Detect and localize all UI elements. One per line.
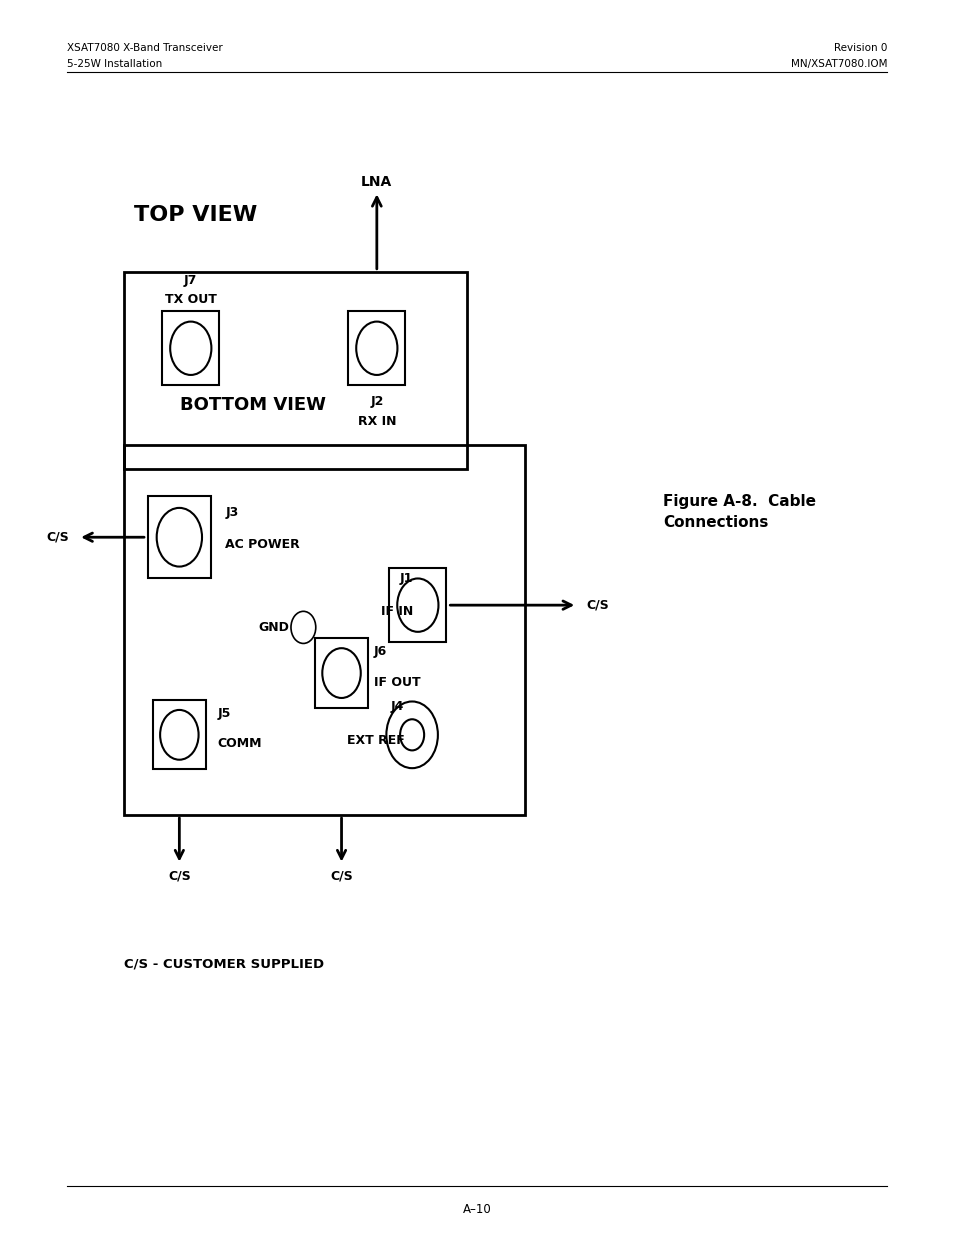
Text: C/S: C/S [168, 869, 191, 883]
Text: EXT REF: EXT REF [346, 734, 404, 747]
Bar [389, 568, 446, 642]
Text: IF IN: IF IN [380, 605, 413, 619]
Text: MN/XSAT7080.IOM: MN/XSAT7080.IOM [790, 59, 886, 69]
Bar [348, 311, 405, 385]
Text: 5-25W Installation: 5-25W Installation [67, 59, 162, 69]
Bar [124, 272, 467, 469]
Text: C/S - CUSTOMER SUPPLIED: C/S - CUSTOMER SUPPLIED [124, 957, 324, 971]
Text: TX OUT: TX OUT [165, 293, 216, 306]
Text: Figure A-8.  Cable
Connections: Figure A-8. Cable Connections [662, 494, 815, 530]
Text: J3: J3 [225, 505, 238, 519]
Text: BOTTOM VIEW: BOTTOM VIEW [179, 395, 326, 414]
Text: IF OUT: IF OUT [374, 676, 420, 689]
Text: Revision 0: Revision 0 [833, 43, 886, 53]
Text: LNA: LNA [361, 175, 392, 189]
Text: J6: J6 [374, 645, 387, 658]
Text: J1: J1 [399, 572, 413, 585]
Text: C/S: C/S [330, 869, 353, 883]
Bar [124, 445, 524, 815]
Text: RX IN: RX IN [357, 415, 395, 429]
Text: GND: GND [258, 621, 289, 634]
Text: C/S: C/S [586, 599, 609, 611]
Text: COMM: COMM [217, 737, 262, 751]
Bar [152, 700, 206, 769]
Text: J4: J4 [391, 699, 404, 713]
Text: J2: J2 [370, 395, 383, 409]
Text: XSAT7080 X-Band Transceiver: XSAT7080 X-Band Transceiver [67, 43, 222, 53]
Bar [162, 311, 219, 385]
Text: J7: J7 [184, 273, 197, 287]
Bar [148, 496, 211, 578]
Text: J5: J5 [217, 706, 231, 720]
Text: TOP VIEW: TOP VIEW [133, 205, 257, 225]
Text: A–10: A–10 [462, 1203, 491, 1216]
Text: AC POWER: AC POWER [225, 538, 299, 552]
Bar [314, 638, 368, 708]
Text: C/S: C/S [46, 531, 69, 543]
